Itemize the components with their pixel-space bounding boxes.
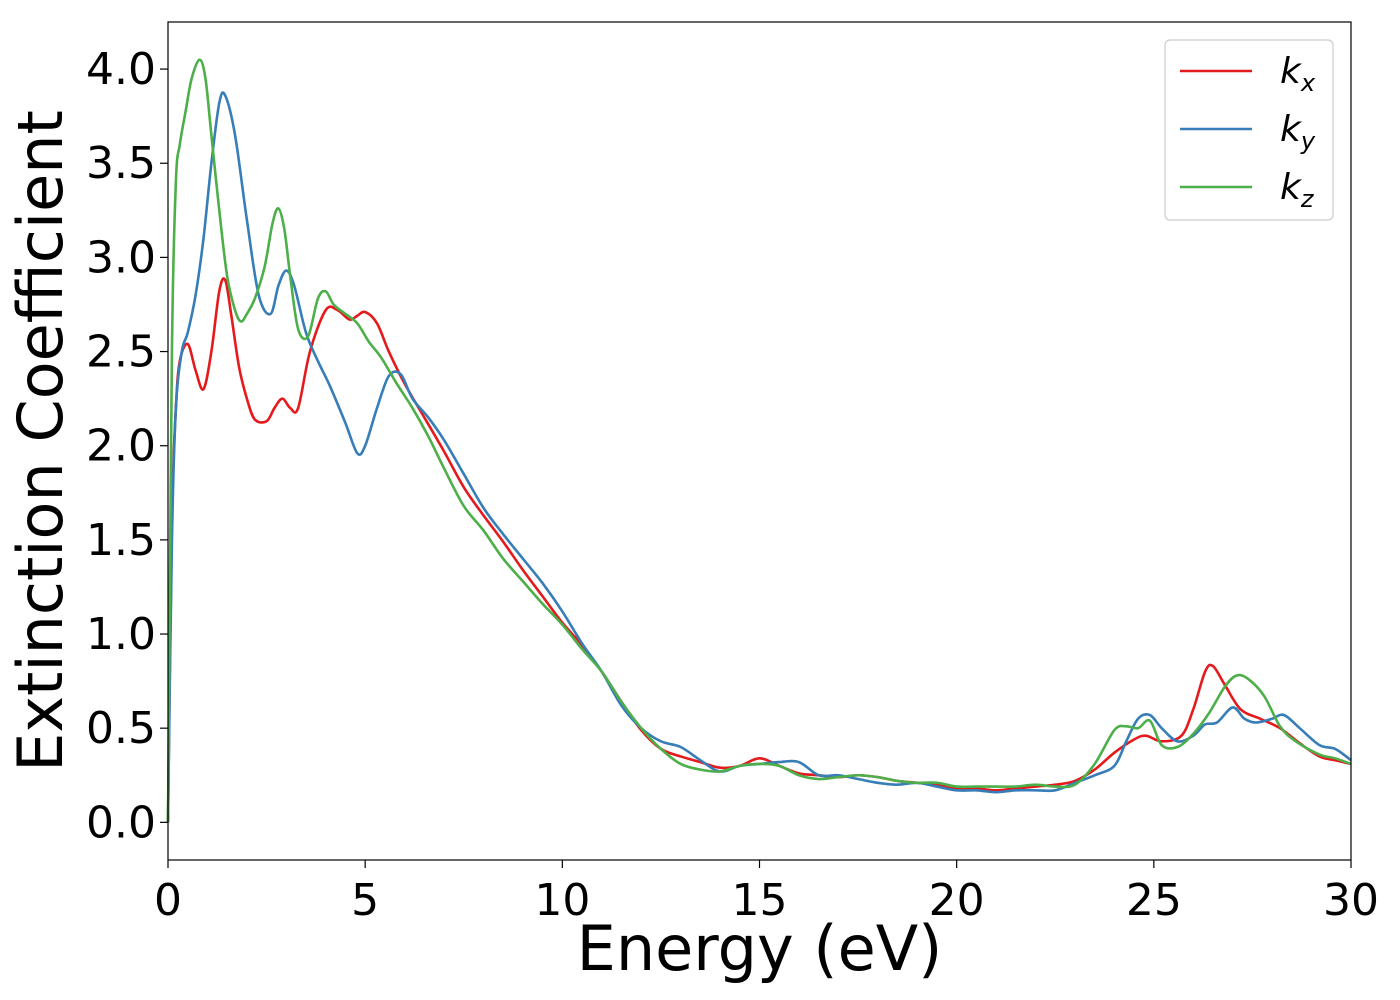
x-tick-label: 20 [929,875,985,926]
x-axis-title: Energy (eV) [577,912,943,985]
y-tick-label: 2.0 [86,421,156,472]
legend-label-y: ky [1280,109,1316,155]
x-axis: 0 5 10 15 20 25 30 [154,860,1379,926]
legend: kx ky kz [1164,39,1334,221]
legend-label-x: kx [1280,51,1316,97]
y-tick-label: 1.5 [86,515,156,566]
y-tick-label: 0.5 [86,703,156,754]
x-tick-label: 5 [351,875,379,926]
series-line-z [166,58,1352,823]
series-line-y [166,91,1352,823]
y-tick-label: 3.0 [86,232,156,283]
x-tick-label: 30 [1323,875,1379,926]
y-axis: 0.0 0.5 1.0 1.5 2.0 2.5 3.0 3.5 4.0 [86,44,168,848]
x-tick-label: 0 [154,875,182,926]
y-tick-label: 4.0 [86,44,156,95]
legend-label-z: kz [1280,167,1315,213]
y-tick-label: 2.5 [86,327,156,378]
y-tick-label: 1.0 [86,609,156,660]
y-tick-label: 0.0 [86,797,156,848]
x-tick-label: 15 [732,875,788,926]
series-lines [166,58,1352,823]
x-tick-label: 25 [1126,875,1182,926]
x-tick-label: 10 [534,875,590,926]
y-tick-label: 3.5 [86,138,156,189]
y-axis-title: Extinction Coefficient [4,110,77,772]
